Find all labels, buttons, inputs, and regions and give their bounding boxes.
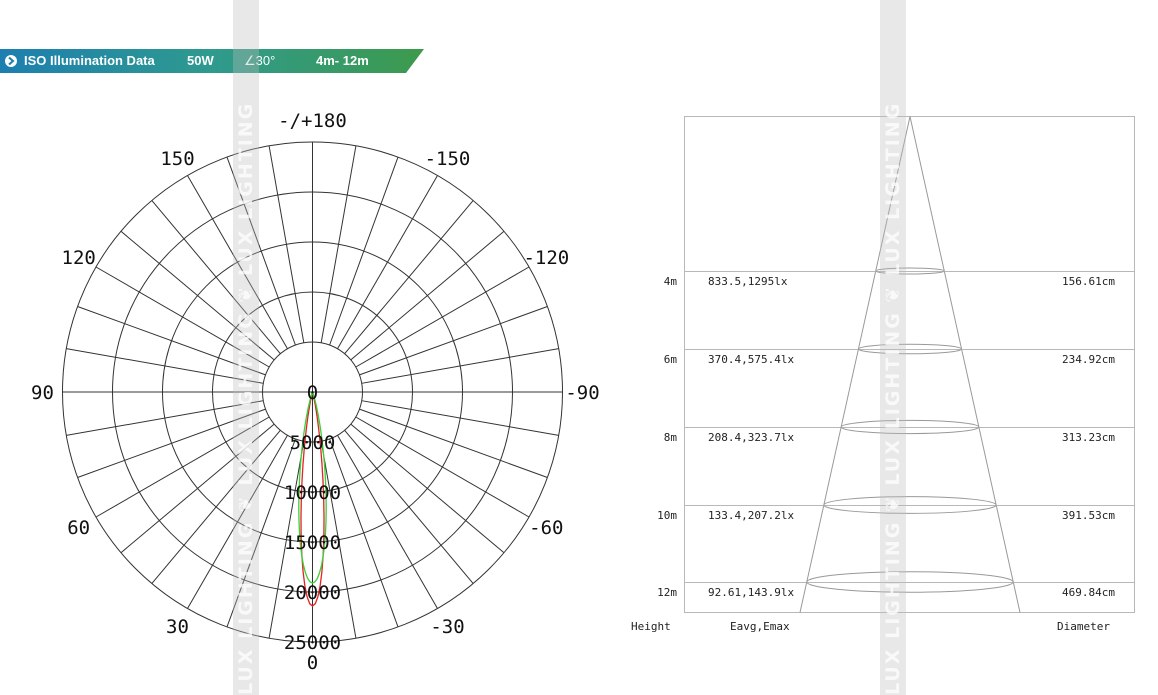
- polar-spoke: [151, 200, 281, 355]
- row-eavg-emax: 208.4,323.7lx: [708, 431, 794, 444]
- header-height: Height: [631, 620, 671, 633]
- polar-spoke: [120, 423, 275, 554]
- row-eavg-emax: 370.4,575.4lx: [708, 353, 794, 366]
- polar-spoke: [344, 200, 474, 355]
- angle-label-n30: -30: [430, 616, 464, 638]
- polar-spoke: [268, 441, 305, 639]
- angle-label-n60: -60: [529, 517, 563, 539]
- iso-banner: ISO Illumination Data 50W ∠30° 4m- 12m: [0, 49, 430, 73]
- angle-label-60: 60: [67, 517, 90, 539]
- angle-label-180: -/+180: [278, 110, 347, 132]
- header-eavg-emax: Eavg,Emax: [730, 620, 790, 633]
- beam-curve-green: [298, 391, 327, 584]
- radial-label-0: 0: [307, 382, 318, 404]
- polar-labels: 0 5000 10000 15000 20000 25000 -/+180 -150 150 -1…: [31, 110, 600, 674]
- watermark-band: LUX LIGHTING ❦ LUX LIGHTING ❦ LUX LIGHTI…: [880, 0, 906, 695]
- polar-spoke: [361, 348, 559, 384]
- radial-label-20000: 20000: [284, 582, 341, 604]
- row-diameter: 469.84cm: [1062, 586, 1115, 599]
- banner-background: [0, 49, 424, 73]
- radial-label-25000: 25000: [284, 632, 341, 654]
- row-diameter: 156.61cm: [1062, 275, 1115, 288]
- angle-label-90: 90: [31, 382, 54, 404]
- chevron-right-icon: [5, 55, 17, 67]
- polar-spoke: [329, 156, 399, 346]
- radial-label-15000: 15000: [284, 532, 341, 554]
- polar-spoke: [151, 429, 281, 584]
- polar-spoke: [361, 400, 559, 436]
- polar-spoke: [350, 423, 505, 554]
- radial-label-10000: 10000: [284, 482, 341, 504]
- polar-spoke: [329, 438, 399, 628]
- polar-spoke: [187, 435, 288, 609]
- polar-spoke: [320, 145, 357, 343]
- angle-label-n120: -120: [523, 247, 569, 269]
- row-height: 4m: [664, 275, 678, 288]
- angle-label-n150: -150: [425, 148, 471, 170]
- angle-label-120: 120: [62, 247, 96, 269]
- beam-spot-ellipse: [823, 496, 997, 514]
- polar-spoke: [77, 408, 266, 478]
- beam-spot-ellipse: [875, 267, 945, 275]
- row-diameter: 391.53cm: [1062, 509, 1115, 522]
- row-diameter: 313.23cm: [1062, 431, 1115, 444]
- polar-spoke: [344, 429, 474, 584]
- watermark-text: LUX LIGHTING ❦ LUX LIGHTING ❦ LUX LIGHTI…: [235, 101, 257, 695]
- polar-spoke: [95, 416, 270, 518]
- row-height: 8m: [664, 431, 678, 444]
- cone-edge-right: [909, 116, 1021, 613]
- row-height: 10m: [657, 509, 677, 522]
- polar-spoke: [359, 408, 548, 478]
- angle-label-30: 30: [166, 616, 189, 638]
- beam-spot-ellipse: [840, 419, 980, 435]
- cone-row: 8m 208.4,323.7lx 313.23cm: [664, 431, 1116, 444]
- watermark-text: LUX LIGHTING ❦ LUX LIGHTING ❦ LUX LIGHTI…: [882, 101, 904, 695]
- polar-spoke: [66, 400, 264, 436]
- polar-curves: [298, 391, 327, 607]
- banner-range: 4m- 12m: [316, 53, 369, 68]
- cone-edge-left: [799, 116, 911, 613]
- polar-spoke: [95, 266, 270, 368]
- polar-spoke: [355, 416, 530, 518]
- row-eavg-emax: 133.4,207.2lx: [708, 509, 794, 522]
- polar-spoke: [350, 230, 505, 361]
- polar-diagram: 0 5000 10000 15000 20000 25000 -/+180 -150 150 -1…: [31, 110, 600, 674]
- banner-label: ISO Illumination Data: [24, 53, 155, 68]
- beam-spot-ellipse: [857, 343, 963, 355]
- cone-lines: [684, 116, 1135, 613]
- row-height: 12m: [657, 586, 677, 599]
- banner-angle: ∠30°: [244, 53, 276, 68]
- polar-spoke: [120, 230, 275, 361]
- watermark-band: LUX LIGHTING ❦ LUX LIGHTING ❦ LUX LIGHTI…: [233, 0, 259, 695]
- radial-label-5000: 5000: [290, 432, 336, 454]
- beam-spot-ellipse: [806, 571, 1014, 593]
- polar-spoke: [226, 438, 296, 628]
- cone-row: 12m 92.61,143.9lx 469.84cm: [657, 586, 1115, 599]
- row-height: 6m: [664, 353, 678, 366]
- cone-row: 10m 133.4,207.2lx 391.53cm: [657, 509, 1115, 522]
- polar-spoke: [187, 175, 288, 349]
- polar-spoke: [355, 266, 530, 368]
- polar-spoke: [66, 348, 264, 384]
- polar-spoke: [268, 145, 305, 343]
- row-eavg-emax: 92.61,143.9lx: [708, 586, 794, 599]
- cone-row: 6m 370.4,575.4lx 234.92cm: [664, 353, 1116, 366]
- banner-power: 50W: [187, 53, 214, 68]
- angle-label-0: 0: [307, 652, 318, 674]
- polar-spoke: [359, 306, 548, 376]
- polar-spoke: [320, 441, 357, 639]
- angle-label-n90: -90: [565, 382, 599, 404]
- cone-row: 4m 833.5,1295lx 156.61cm: [664, 275, 1116, 288]
- polar-spoke: [77, 306, 266, 376]
- cone-rows: 4m 833.5,1295lx 156.61cm 6m 370.4,575.4lx 234…: [657, 275, 1115, 599]
- cone-diagram: 4m 833.5,1295lx 156.61cm 6m 370.4,575.4lx 234…: [631, 116, 1135, 633]
- row-eavg-emax: 833.5,1295lx: [708, 275, 788, 288]
- polar-spoke: [226, 156, 296, 346]
- row-diameter: 234.92cm: [1062, 353, 1115, 366]
- polar-spoke: [337, 435, 438, 609]
- polar-spoke: [337, 175, 438, 349]
- angle-label-150: 150: [160, 148, 194, 170]
- header-diameter: Diameter: [1057, 620, 1110, 633]
